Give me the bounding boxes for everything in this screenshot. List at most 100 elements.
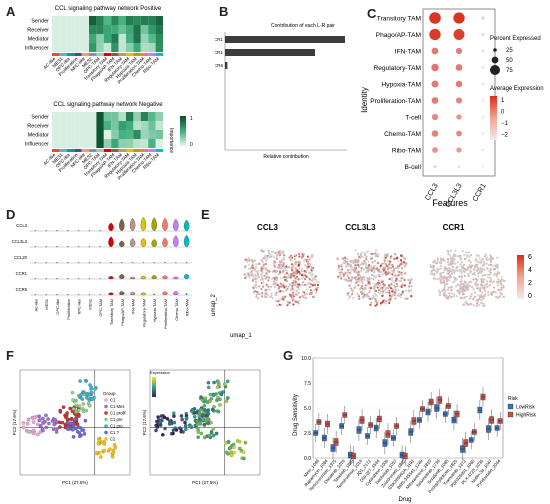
risk-legend-label: HighRisk: [516, 413, 537, 419]
pca-sample-point: [55, 427, 59, 431]
umap-cell-point: [260, 269, 263, 272]
umap-cell-point: [283, 286, 286, 289]
violin-shape: [56, 278, 58, 280]
umap-cell-point: [343, 256, 346, 259]
heatmap-cell: [59, 34, 67, 43]
umap-cell-point: [336, 257, 339, 260]
umap-cell-point: [289, 295, 293, 298]
pca-sample-point: [79, 393, 83, 397]
pca-sample-point: [242, 456, 246, 461]
umap-cell-point: [394, 253, 397, 256]
umap-cell-point: [477, 261, 480, 264]
umap-cell-point: [275, 257, 278, 260]
umap-cell-point: [439, 265, 442, 268]
heatmap-cell: [155, 130, 163, 139]
umap-cell-point: [451, 255, 454, 258]
pca-sample-point: [80, 428, 84, 432]
heatmap-cell: [52, 130, 60, 139]
umap-cell-point: [271, 277, 274, 280]
umap-cell-point: [480, 301, 483, 305]
umap-cell-point: [304, 258, 307, 261]
pca-sample-point: [84, 408, 89, 413]
umap-cell-point: [276, 283, 279, 287]
cell-type-color-strip: [148, 53, 156, 56]
umap-cell-point: [363, 253, 367, 257]
cell-type-color-strip: [52, 149, 60, 152]
umap-cell-point: [455, 267, 458, 270]
umap-cell-point: [438, 277, 441, 280]
umap-cell-point: [468, 284, 471, 288]
violin-shape: [173, 235, 179, 248]
umap-cell-point: [361, 251, 364, 254]
umap-cell-point: [369, 265, 373, 268]
size-legend-label: 75: [506, 68, 513, 74]
pca-sample-point: [208, 392, 213, 397]
umap-cell-point: [373, 270, 376, 273]
violin-shape: [131, 262, 134, 264]
umap-cell-point: [473, 295, 476, 298]
umap-cell-point: [404, 297, 407, 300]
violin-shape: [162, 291, 168, 296]
umap-cell-point: [486, 256, 489, 259]
umap-cell-point: [401, 272, 404, 275]
pca-sample-point: [76, 408, 81, 413]
umap-cell-point: [472, 288, 475, 291]
umap-cell-point: [470, 295, 473, 298]
umap-cell-point: [442, 258, 445, 261]
umap-cell-point: [450, 259, 453, 263]
umap-cell-point: [463, 296, 466, 300]
umap-cell-point: [290, 274, 294, 277]
violin-shape: [34, 278, 37, 280]
umap-cell-point: [292, 303, 295, 306]
umap-cell-point: [297, 287, 301, 291]
umap-cell-point: [390, 295, 393, 298]
pca-sample-point: [232, 450, 236, 455]
umap-cell-point: [391, 277, 394, 280]
umap-cell-point: [476, 266, 479, 269]
umap-cell-point: [262, 281, 265, 284]
umap-cell-point: [480, 299, 483, 302]
umap-cell-point: [300, 269, 303, 273]
umap-cell-point: [459, 257, 462, 261]
pca-sample-point: [171, 428, 176, 432]
umap-cell-point: [467, 303, 470, 306]
expression-dot: [455, 47, 463, 55]
umap-cell-point: [492, 268, 495, 271]
pca-sample-point: [44, 425, 49, 430]
umap-cell-point: [376, 283, 379, 286]
pca-sample-point: [46, 417, 50, 421]
pca-sample-point: [155, 423, 159, 428]
pca-sample-point: [211, 393, 216, 397]
umap-cell-point: [278, 260, 282, 263]
umap-cell-point: [403, 257, 406, 260]
umap-cell-point: [252, 291, 255, 294]
umap-cell-point: [403, 278, 406, 282]
pca-sample-point: [41, 421, 46, 425]
umap-1-label: umap_1: [230, 333, 252, 339]
panel-d-violins: CCL3 CCL3L3 CCL20 CCR1 CCR5 AC-like MES1 OPC-li…: [12, 217, 192, 329]
umap-cell-point: [438, 294, 442, 297]
group-legend-dot: [104, 404, 108, 409]
umap-cell-point: [447, 276, 450, 279]
panel-g-boxplots: Drug Sensitivity Drug 10.07.55.02.50.0Mi…: [293, 356, 537, 503]
umap-cell-point: [352, 296, 355, 300]
pca-sample-point: [52, 422, 56, 427]
heatmap-cell: [89, 25, 97, 34]
umap-cell-point: [291, 299, 294, 302]
violin-gene-label: CCL3L3: [12, 239, 28, 244]
heatmap-cell: [81, 43, 89, 52]
heatmap-cell: [118, 16, 126, 25]
umap-cell-point: [390, 269, 393, 272]
pca-sample-point: [71, 398, 75, 402]
expression-legend-title: Expression: [150, 370, 170, 375]
violin-shape: [77, 262, 80, 264]
umap-cell-point: [451, 268, 455, 271]
umap-cell-point: [292, 293, 295, 296]
umap-colorbar: [517, 255, 524, 299]
umap-cell-point: [486, 273, 489, 276]
umap-cell-point: [478, 297, 481, 301]
umap-cell-point: [357, 270, 360, 273]
umap-cell-point: [397, 260, 400, 263]
umap-cell-point: [482, 264, 486, 267]
umap-cell-point: [347, 262, 350, 266]
